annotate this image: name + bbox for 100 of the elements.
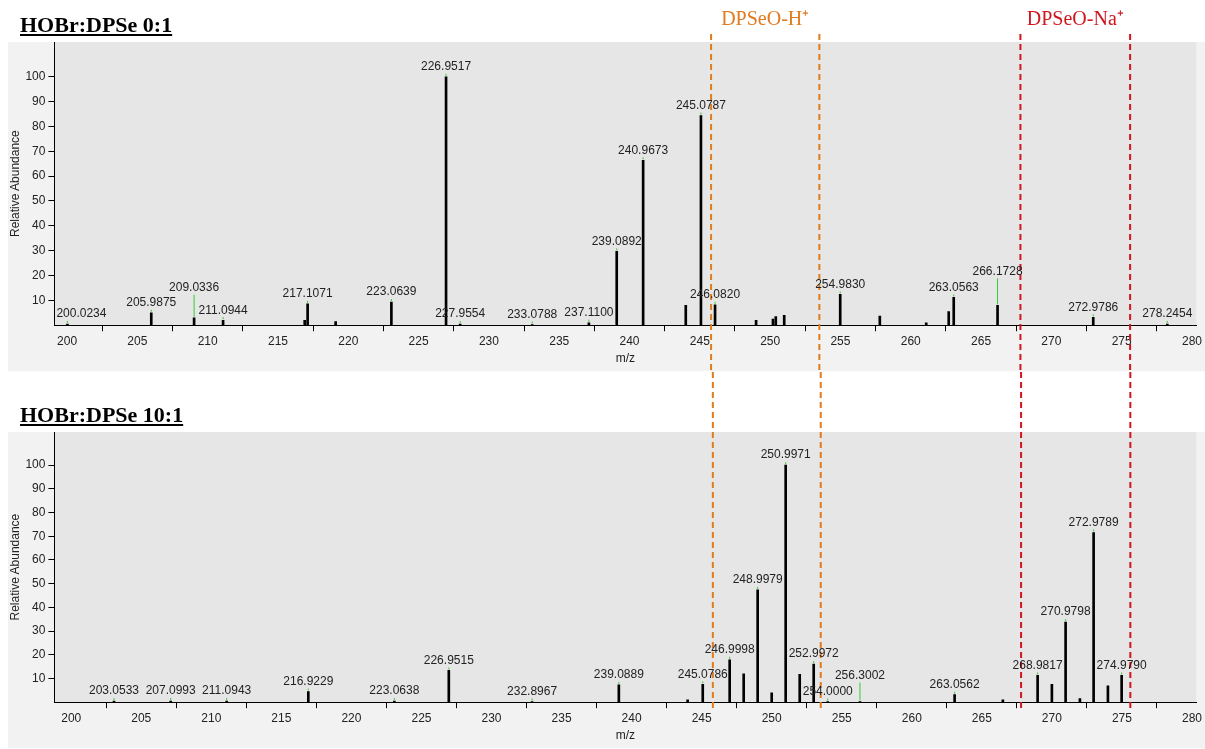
- annotation: 245.0787: [675, 97, 727, 112]
- annotation: 226.9517: [421, 59, 472, 74]
- bar: [306, 691, 310, 703]
- bar: [878, 315, 882, 326]
- bar: [149, 312, 153, 326]
- y-tick-label: 10: [32, 292, 46, 307]
- x-tick-label: 265: [971, 333, 992, 348]
- x-tick-label: 205: [131, 710, 152, 725]
- x-tick-label: 230: [481, 710, 502, 725]
- annotation: 217.1071: [282, 286, 333, 301]
- bar: [996, 305, 999, 326]
- bar: [784, 464, 787, 703]
- bar: [615, 251, 619, 326]
- annotation: 211.0943: [202, 683, 252, 698]
- annotation: 226.9515: [423, 652, 475, 667]
- annotation: 270.9798: [1040, 604, 1091, 619]
- ref-line-label: DPSeO-Na⁺: [1026, 7, 1124, 30]
- y-tick-label: 80: [32, 504, 46, 519]
- x-tick-label: 275: [1111, 333, 1133, 348]
- y-tick-label: 100: [25, 457, 46, 472]
- x-tick-label: 200: [57, 333, 78, 348]
- x-tick-label: 200: [61, 710, 82, 725]
- bar: [728, 659, 731, 703]
- annotation: 263.0562: [929, 676, 980, 691]
- y-tick-label: 30: [32, 242, 46, 257]
- x-tick-label: 215: [267, 333, 289, 348]
- x-tick-label: 240: [619, 333, 640, 348]
- bar: [798, 673, 802, 703]
- x-tick-label: 240: [621, 710, 642, 725]
- bar: [924, 322, 928, 326]
- y-tick-label: 100: [25, 69, 46, 84]
- annotation: 252.9972: [788, 646, 840, 661]
- bar: [756, 589, 759, 703]
- bar: [953, 694, 956, 703]
- x-tick-label: 250: [761, 710, 783, 725]
- y-tick-label: 50: [32, 576, 46, 590]
- x-tick-label: 225: [411, 710, 432, 725]
- x-tick-label: 255: [830, 333, 851, 348]
- annotation: 216.9229: [283, 673, 334, 688]
- x-tick-label: 235: [551, 710, 572, 725]
- y-tick-label: 60: [32, 552, 46, 567]
- annotation: 233.0788: [507, 306, 558, 321]
- annotation: 207.0993: [145, 683, 197, 698]
- annotation: 211.0944: [198, 302, 248, 317]
- x-tick-label: 255: [831, 710, 853, 725]
- bar: [684, 305, 688, 326]
- bar: [334, 321, 337, 326]
- x-tick-label: 280: [1181, 710, 1203, 725]
- bar: [782, 314, 786, 326]
- x-tick-label: 205: [127, 333, 148, 348]
- x-tick-label: 270: [1041, 333, 1062, 348]
- y-tick-label: 20: [32, 267, 46, 282]
- y-tick-label: 20: [32, 647, 46, 662]
- x-axis-title: m/z: [615, 728, 635, 743]
- x-tick-label: 245: [689, 333, 711, 348]
- annotation: 209.0336: [169, 280, 220, 295]
- x-tick-label: 215: [271, 710, 292, 725]
- x-tick-label: 245: [691, 710, 712, 725]
- y-tick-label: 40: [32, 218, 46, 233]
- bar: [447, 670, 451, 703]
- bar: [838, 294, 842, 326]
- annotation: 246.9998: [704, 642, 756, 657]
- chart-title: HOBr:DPSe 0:1: [20, 12, 173, 38]
- x-tick-label: 225: [408, 333, 429, 348]
- x-tick-label: 275: [1111, 710, 1133, 725]
- bar: [701, 684, 705, 703]
- y-tick-label: 50: [32, 193, 46, 208]
- annotation: 245.0786: [677, 666, 729, 681]
- x-tick-label: 220: [341, 710, 362, 725]
- annotation: 240.9673: [618, 142, 669, 157]
- annotation: 272.9786: [1068, 299, 1119, 314]
- y-tick-label: 80: [32, 118, 46, 133]
- bar: [952, 297, 956, 326]
- x-tick-label: 270: [1041, 710, 1063, 725]
- annotation: 272.9789: [1068, 514, 1119, 529]
- y-tick-label: 60: [32, 168, 46, 183]
- bar: [306, 303, 309, 326]
- y-tick-label: 90: [32, 481, 46, 496]
- y-axis-title: Relative Abundance: [7, 129, 22, 237]
- bar: [1036, 675, 1039, 703]
- chart-title: HOBr:DPSe 10:1: [20, 402, 184, 428]
- annotation: 237.1100: [564, 305, 614, 320]
- annotation: 254.9830: [815, 276, 866, 291]
- annotation: 263.0563: [928, 279, 980, 294]
- y-tick-label: 30: [32, 623, 46, 638]
- annotation: 205.9875: [126, 295, 177, 310]
- annotation: 278.2454: [1142, 306, 1193, 321]
- annotation: 266.1728: [972, 263, 1023, 278]
- x-axis-title: m/z: [615, 351, 635, 366]
- annotation: 239.0892: [591, 233, 643, 248]
- ref-line-label: DPSeO-H⁺: [721, 7, 810, 30]
- annotation: 223.0638: [369, 683, 420, 698]
- x-tick-label: 250: [760, 333, 781, 348]
- x-tick-label: 260: [900, 333, 922, 348]
- bar: [742, 673, 746, 703]
- x-tick-label: 230: [478, 333, 500, 348]
- annotation: 232.8967: [507, 683, 558, 698]
- bar: [1120, 675, 1123, 703]
- x-tick-label: 280: [1181, 333, 1203, 348]
- annotation: 256.3002: [834, 667, 886, 682]
